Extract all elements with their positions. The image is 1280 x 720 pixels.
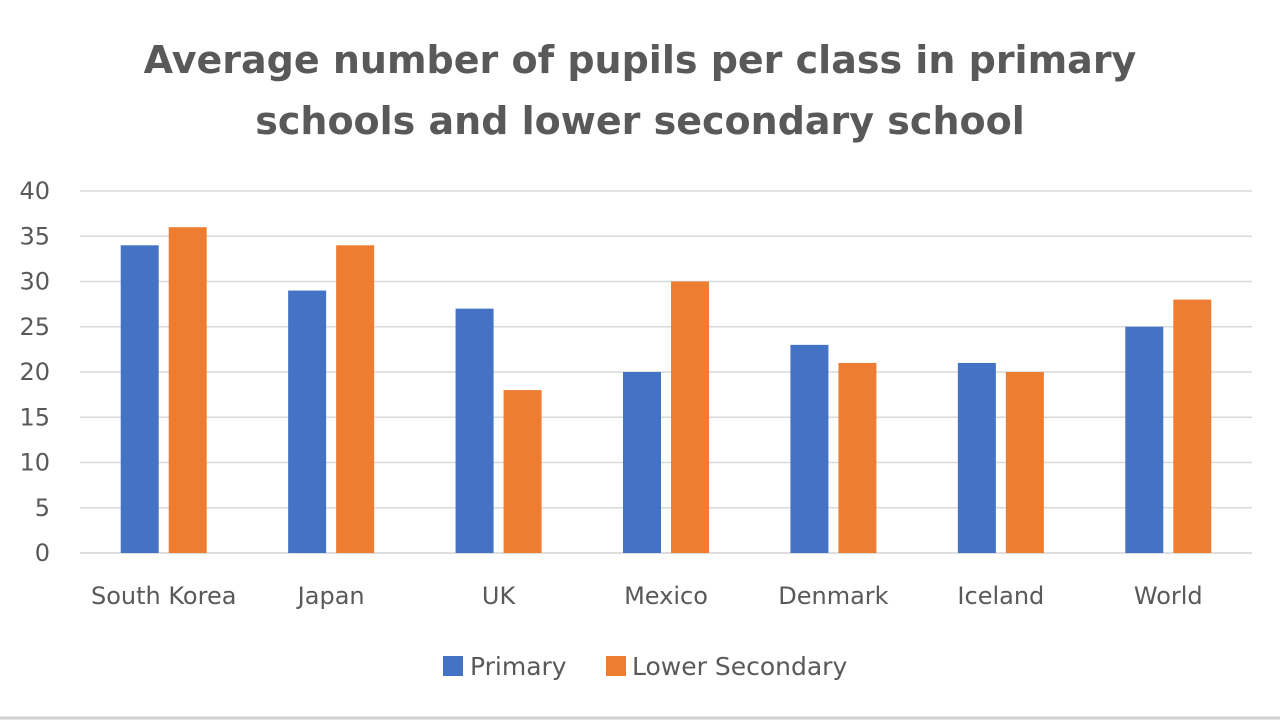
legend-label-primary: Primary bbox=[470, 652, 567, 681]
x-tick-label: Iceland bbox=[957, 582, 1044, 610]
chart-title: Average number of pupils per class in pr… bbox=[144, 38, 1137, 143]
bar-lower-secondary-world bbox=[1173, 299, 1212, 553]
bar-lower-secondary-denmark bbox=[838, 362, 877, 553]
chart-title-line-2: schools and lower secondary school bbox=[255, 99, 1024, 143]
bar-primary-iceland bbox=[957, 362, 996, 553]
y-tick-label: 10 bbox=[19, 449, 50, 477]
legend-swatch-lower-secondary bbox=[606, 656, 626, 676]
bar-primary-japan bbox=[288, 290, 327, 553]
legend: Primary Lower Secondary bbox=[443, 652, 847, 681]
y-tick-label: 30 bbox=[19, 268, 50, 296]
bar-primary-uk bbox=[455, 308, 494, 553]
bar-lower-secondary-mexico bbox=[671, 281, 709, 553]
legend-swatch-primary bbox=[443, 656, 463, 676]
bar-primary-denmark bbox=[790, 344, 829, 553]
x-tick-label: Denmark bbox=[778, 582, 888, 610]
bar-primary-south-korea bbox=[120, 245, 159, 554]
bar-lower-secondary-south-korea bbox=[168, 227, 207, 553]
x-tick-label: South Korea bbox=[91, 582, 236, 610]
x-tick-label: Mexico bbox=[624, 582, 708, 610]
y-tick-label: 25 bbox=[19, 313, 50, 341]
x-axis-tick-labels: South Korea Japan UK Mexico Denmark Iceland Wo… bbox=[91, 582, 1203, 610]
y-tick-label: 40 bbox=[19, 177, 50, 205]
chart-title-line-1: Average number of pupils per class in pr… bbox=[144, 38, 1137, 82]
bar-lower-secondary-iceland bbox=[1005, 372, 1044, 553]
bars bbox=[120, 227, 1212, 554]
y-tick-label: 35 bbox=[19, 222, 50, 250]
gridlines bbox=[80, 190, 1252, 554]
y-axis-tick-labels: 0 5 10 15 20 25 30 35 40 bbox=[19, 177, 50, 567]
y-tick-label: 5 bbox=[35, 494, 50, 522]
bar-primary-world bbox=[1125, 326, 1164, 553]
x-tick-label: Japan bbox=[296, 582, 365, 610]
bar-lower-secondary-uk bbox=[503, 390, 542, 553]
y-tick-label: 20 bbox=[19, 358, 50, 386]
y-tick-label: 15 bbox=[19, 403, 50, 431]
bar-lower-secondary-japan bbox=[336, 245, 375, 554]
legend-label-lower-secondary: Lower Secondary bbox=[632, 652, 847, 681]
y-tick-label: 0 bbox=[35, 539, 50, 567]
x-tick-label: UK bbox=[482, 582, 517, 610]
bar-primary-mexico bbox=[623, 372, 661, 553]
x-tick-label: World bbox=[1134, 582, 1203, 610]
